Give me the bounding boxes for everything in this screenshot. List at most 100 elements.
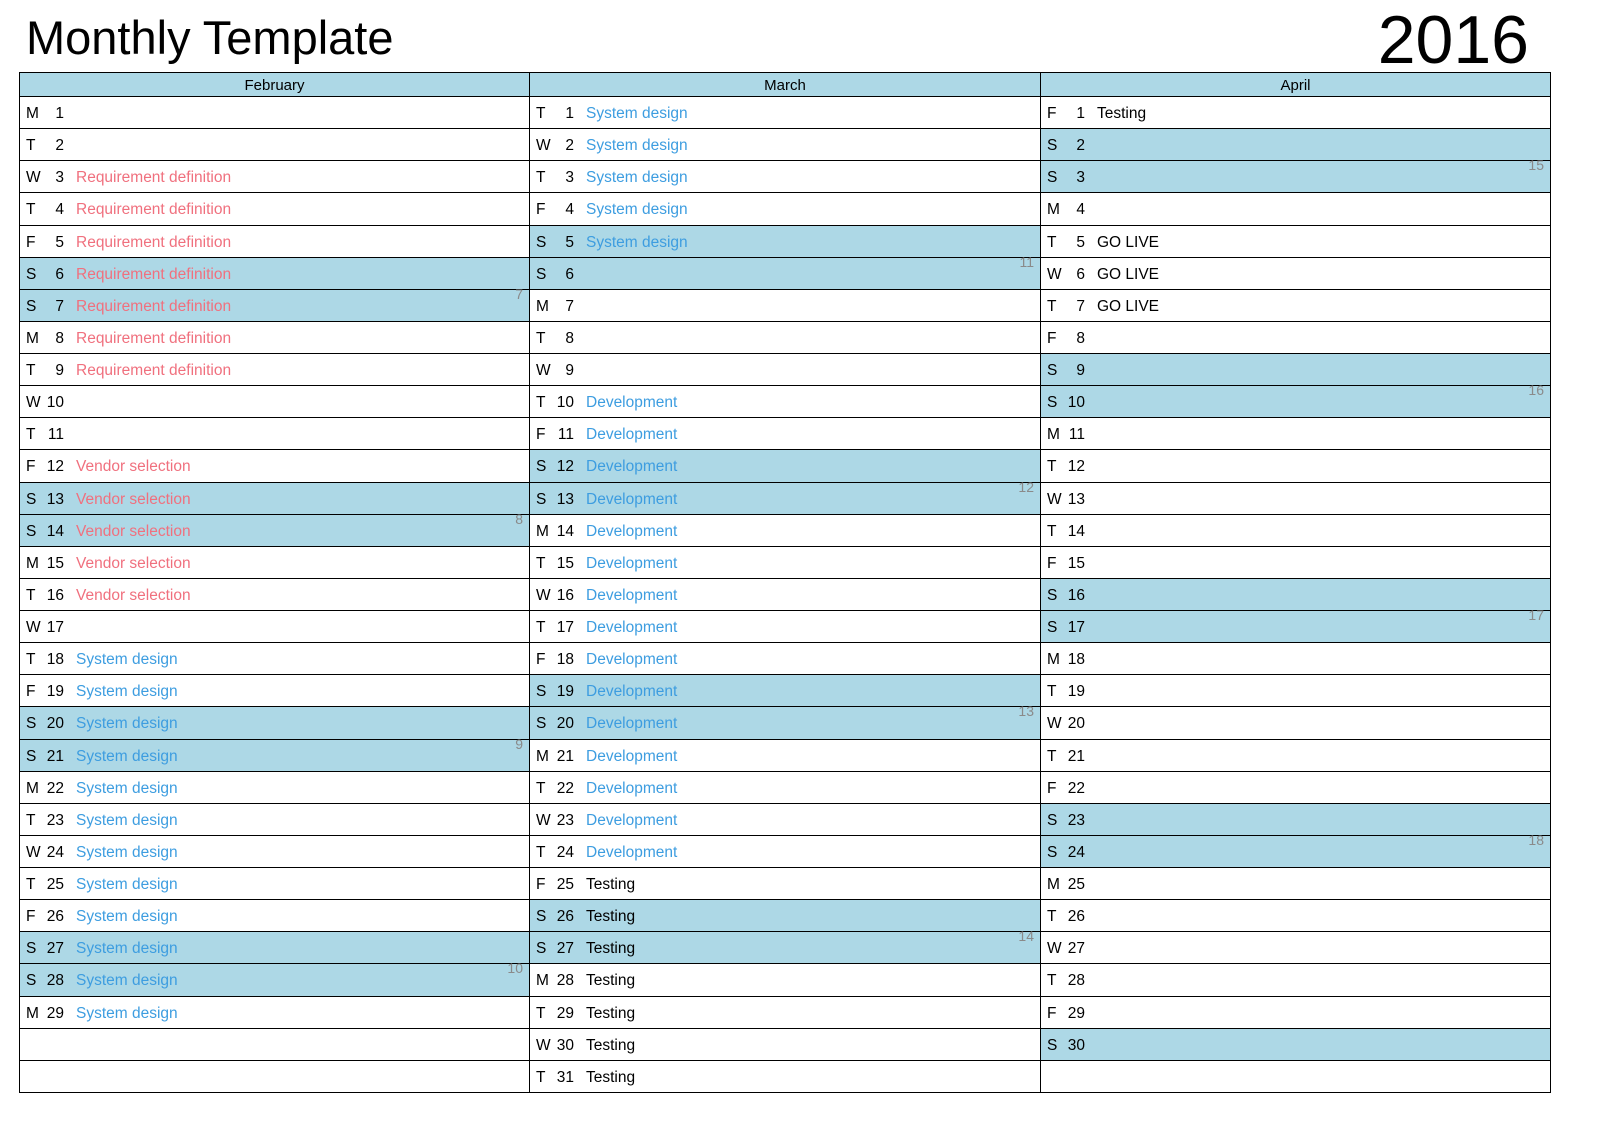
day-row[interactable]: M 11	[1041, 418, 1550, 451]
day-row[interactable]: M 14 Development	[530, 515, 1040, 547]
day-row[interactable]: M 28 Testing	[530, 964, 1040, 997]
day-row[interactable]: T 4 Requirement definition	[20, 193, 529, 226]
day-row[interactable]: T 7 GO LIVE	[1041, 290, 1550, 322]
day-row[interactable]: W 3 Requirement definition	[20, 161, 529, 194]
day-row[interactable]: W 17	[20, 611, 529, 644]
day-row[interactable]: T 28	[1041, 964, 1550, 997]
day-row[interactable]: T 5 GO LIVE	[1041, 226, 1550, 258]
day-row[interactable]: S 6 Requirement definition	[20, 257, 529, 290]
day-row[interactable]: F 26 System design	[20, 900, 529, 933]
day-row[interactable]: T 3 System design	[530, 161, 1040, 194]
day-row[interactable]: F 22	[1041, 772, 1550, 804]
day-row[interactable]: W 20	[1041, 707, 1550, 740]
day-row[interactable]: M 8 Requirement definition	[20, 322, 529, 354]
day-row[interactable]: T 14	[1041, 515, 1550, 547]
day-row[interactable]: S 13 Vendor selection	[20, 482, 529, 515]
day-row[interactable]: F 1 Testing	[1041, 97, 1550, 130]
day-row[interactable]: S 26 Testing	[530, 900, 1040, 933]
day-row[interactable]: W 2 System design	[530, 129, 1040, 162]
day-row[interactable]: S 6 11	[530, 254, 1040, 290]
day-row[interactable]: F 11 Development	[530, 418, 1040, 451]
day-row[interactable]: W 30 Testing	[530, 1029, 1040, 1061]
day-row[interactable]: M 22 System design	[20, 772, 529, 804]
day-row[interactable]: S 20 Development 13	[530, 703, 1040, 740]
day-row[interactable]: T 1 System design	[530, 97, 1040, 130]
day-row[interactable]: T 29 Testing	[530, 997, 1040, 1029]
day-row[interactable]: T 24 Development	[530, 836, 1040, 868]
day-row[interactable]: W 23 Development	[530, 804, 1040, 836]
day-row[interactable]: F 25 Testing	[530, 868, 1040, 901]
day-row[interactable]: M 29 System design	[20, 997, 529, 1029]
day-number: 22	[1067, 779, 1085, 797]
day-row[interactable]: T 31 Testing	[530, 1061, 1040, 1093]
day-row[interactable]: W 16 Development	[530, 579, 1040, 611]
day-row[interactable]: S 7 Requirement definition 7	[20, 286, 529, 322]
day-row[interactable]: S 24 18	[1041, 832, 1550, 868]
day-row[interactable]: F 5 Requirement definition	[20, 226, 529, 258]
day-row[interactable]: S 23	[1041, 803, 1550, 836]
day-row[interactable]: T 18 System design	[20, 643, 529, 676]
day-row[interactable]: S 12 Development	[530, 450, 1040, 483]
day-row[interactable]: T 21	[1041, 740, 1550, 772]
day-row[interactable]: T 10 Development	[530, 386, 1040, 419]
day-letter: T	[1047, 908, 1057, 926]
day-row[interactable]: M 18	[1041, 643, 1550, 676]
day-row[interactable]: F 19 System design	[20, 675, 529, 708]
day-row[interactable]	[1041, 1061, 1550, 1093]
day-row[interactable]	[20, 1061, 529, 1093]
day-row[interactable]: S 19 Development	[530, 675, 1040, 708]
day-row[interactable]: W 27	[1041, 932, 1550, 965]
day-number: 29	[46, 1004, 64, 1022]
day-row[interactable]: S 5 System design	[530, 225, 1040, 258]
day-row[interactable]: S 27 Testing 14	[530, 928, 1040, 965]
day-row[interactable]: T 26	[1041, 900, 1550, 933]
day-number: 23	[46, 811, 64, 829]
day-row[interactable]: S 21 System design 9	[20, 736, 529, 772]
day-row[interactable]: S 17 17	[1041, 607, 1550, 644]
day-row[interactable]: T 25 System design	[20, 868, 529, 901]
day-letter: T	[536, 1004, 546, 1022]
day-row[interactable]: T 17 Development	[530, 611, 1040, 644]
day-row[interactable]: W 24 System design	[20, 836, 529, 868]
day-number: 6	[565, 265, 574, 283]
day-row[interactable]: S 20 System design	[20, 707, 529, 740]
day-row[interactable]: S 13 Development 12	[530, 479, 1040, 515]
day-row[interactable]: T 15 Development	[530, 547, 1040, 579]
day-row[interactable]: S 14 Vendor selection 8	[20, 511, 529, 547]
day-row[interactable]: T 23 System design	[20, 804, 529, 836]
day-row[interactable]: T 11	[20, 418, 529, 451]
day-row[interactable]: M 21 Development	[530, 740, 1040, 772]
day-row[interactable]: T 22 Development	[530, 772, 1040, 804]
day-row[interactable]: T 19	[1041, 675, 1550, 708]
day-row[interactable]: S 30	[1041, 1028, 1550, 1061]
day-row[interactable]: F 12 Vendor selection	[20, 450, 529, 483]
day-row[interactable]	[20, 1029, 529, 1061]
day-row[interactable]: S 3 15	[1041, 157, 1550, 194]
day-row[interactable]: F 18 Development	[530, 643, 1040, 676]
day-row[interactable]: S 10 16	[1041, 382, 1550, 419]
day-row[interactable]: F 4 System design	[530, 193, 1040, 226]
day-row[interactable]: W 13	[1041, 483, 1550, 515]
day-row[interactable]: T 9 Requirement definition	[20, 354, 529, 387]
day-row[interactable]: T 12	[1041, 450, 1550, 483]
day-row[interactable]: W 6 GO LIVE	[1041, 258, 1550, 290]
day-row[interactable]: M 25	[1041, 868, 1550, 901]
day-row[interactable]: F 29	[1041, 997, 1550, 1029]
day-row[interactable]: M 15 Vendor selection	[20, 547, 529, 579]
day-row[interactable]: F 15	[1041, 547, 1550, 579]
day-row[interactable]: T 16 Vendor selection	[20, 579, 529, 611]
day-row[interactable]: S 27 System design	[20, 932, 529, 965]
day-number: 12	[556, 458, 574, 476]
day-row[interactable]: W 10	[20, 386, 529, 419]
day-row[interactable]: S 16	[1041, 578, 1550, 611]
day-row[interactable]: S 28 System design 10	[20, 960, 529, 997]
